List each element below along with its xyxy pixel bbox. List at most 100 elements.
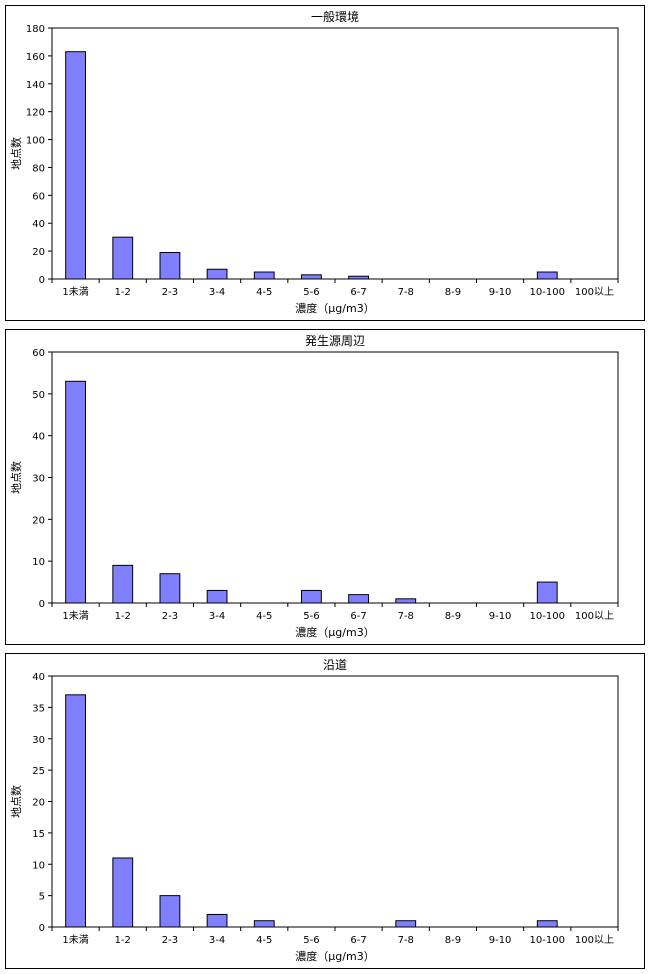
plot-area: [51, 27, 619, 280]
y-axis-label: 地点数: [10, 137, 23, 170]
x-tick-label: 7-8: [398, 611, 414, 622]
y-axis-label: 地点数: [10, 461, 23, 494]
x-tick-label: 9-10: [489, 935, 512, 946]
y-tick-label: 160: [26, 52, 45, 63]
chart-roadside: 沿道 0 5 10 15 20 25 30 35 40 1未満 1-2 2-3 3-4 4-5 5-6 6-7 7…: [10, 658, 619, 963]
chart-title: 発生源周辺: [305, 334, 365, 348]
y-tick-label: 60: [32, 348, 45, 359]
y-tick-label: 0: [39, 599, 45, 610]
x-tick-label: 2-3: [162, 935, 178, 946]
bar-7-8: [395, 920, 417, 928]
x-tick-label: 100以上: [575, 610, 614, 622]
bar-3-4: [206, 913, 228, 928]
x-tick-label: 2-3: [162, 611, 178, 622]
bar-6-7: [348, 594, 369, 604]
x-tick-label: 7-8: [398, 287, 414, 298]
bar-3-4: [206, 268, 228, 280]
y-axis-label: 地点数: [10, 785, 23, 818]
y-tick-label: 10: [32, 557, 45, 568]
bar-2-3: [159, 573, 181, 604]
bar-2-3: [159, 895, 181, 928]
chart-panel-emission-source-vicinity: 発生源周辺 0 10 20 30 40 50 60 1未満 1-2 2-3 3-4 4-5 5-6 6-7 7…: [5, 329, 645, 645]
x-tick-label: 100以上: [575, 286, 614, 298]
x-tick-label: 8-9: [445, 287, 461, 298]
y-tick-label: 40: [32, 432, 45, 443]
y-tick-label: 140: [26, 80, 45, 91]
chart-title: 一般環境: [311, 9, 359, 24]
bar-10-100: [536, 581, 558, 604]
x-tick-label: 10-100: [530, 611, 565, 622]
x-tick-label: 9-10: [489, 287, 512, 298]
y-tick-label: 25: [32, 766, 45, 777]
x-tick-label: 1-2: [115, 611, 131, 622]
y-tick-label: 30: [32, 735, 45, 746]
x-tick-label: 3-4: [209, 611, 225, 622]
bar-1-2: [112, 857, 134, 928]
x-tick-label: 3-4: [209, 287, 225, 298]
y-tick-label: 180: [26, 24, 45, 35]
x-tick-label: 10-100: [530, 287, 565, 298]
bar-5-6: [301, 589, 322, 604]
x-tick-label: 4-5: [256, 287, 272, 298]
chart-panel-general-environment: 一般環境 0 20 40 60 80 100 120 140 160 180 1未満 1-2 2-3 3-4…: [5, 5, 645, 321]
chart-general-environment: 一般環境 0 20 40 60 80 100 120 140 160 180 1未満 1-2 2-3 3-4…: [10, 9, 619, 315]
bar-1-2: [112, 236, 134, 280]
y-tick-label: 0: [39, 923, 45, 934]
bar-2-3: [159, 252, 181, 280]
y-tick-label: 5: [39, 892, 45, 903]
y-tick-label: 20: [32, 798, 45, 809]
y-tick-label: 20: [32, 515, 45, 526]
bar-5-6: [301, 274, 322, 280]
bar-10-100: [536, 920, 558, 928]
y-tick-label: 120: [26, 108, 45, 119]
x-tick-label: 2-3: [162, 287, 178, 298]
y-tick-label: 10: [32, 860, 45, 871]
bar-1未満: [65, 380, 86, 604]
bar-4-5: [253, 920, 275, 928]
chart-emission-source-vicinity: 発生源周辺 0 10 20 30 40 50 60 1未満 1-2 2-3 3-4 4-5 5-6 6-7 7…: [10, 334, 619, 639]
x-tick-label: 1未満: [62, 286, 88, 298]
bar-3-4: [206, 589, 228, 604]
x-tick-label: 4-5: [256, 611, 272, 622]
x-tick-label: 5-6: [303, 611, 319, 622]
x-tick-label: 5-6: [303, 935, 319, 946]
bar-6-7: [348, 275, 369, 280]
plot-area: [51, 351, 619, 604]
y-tick-label: 0: [39, 275, 45, 286]
x-tick-label: 1未満: [62, 610, 88, 622]
y-tick-label: 40: [32, 672, 45, 683]
bar-4-5: [253, 271, 275, 280]
x-axis-label: 濃度（μg/m3）: [295, 301, 374, 315]
y-tick-label: 35: [32, 703, 45, 714]
y-tick-label: 30: [32, 474, 45, 485]
bar-1未満: [65, 694, 86, 928]
x-tick-label: 5-6: [303, 287, 319, 298]
chart-panel-roadside: 沿道 0 5 10 15 20 25 30 35 40 1未満 1-2 2-3 3-4 4-5 5-6 6-7 7…: [5, 653, 645, 969]
x-tick-label: 6-7: [350, 611, 366, 622]
x-tick-label: 100以上: [575, 934, 614, 946]
bar-1-2: [112, 564, 134, 604]
y-tick-label: 15: [32, 829, 45, 840]
x-tick-label: 1-2: [115, 287, 131, 298]
y-tick-label: 20: [32, 247, 45, 258]
x-tick-label: 6-7: [350, 935, 366, 946]
y-tick-label: 50: [32, 390, 45, 401]
x-tick-label: 1-2: [115, 935, 131, 946]
x-tick-label: 10-100: [530, 935, 565, 946]
bar-1未満: [65, 51, 86, 280]
y-tick-label: 40: [32, 219, 45, 230]
y-tick-label: 100: [26, 136, 45, 147]
x-tick-label: 8-9: [445, 611, 461, 622]
x-tick-label: 4-5: [256, 935, 272, 946]
x-tick-label: 7-8: [398, 935, 414, 946]
y-tick-label: 80: [32, 163, 45, 174]
bar-10-100: [536, 271, 558, 280]
x-tick-label: 8-9: [445, 935, 461, 946]
y-tick-label: 60: [32, 191, 45, 202]
x-tick-label: 9-10: [489, 611, 512, 622]
bar-7-8: [395, 598, 417, 604]
x-axis-label: 濃度（μg/m3）: [295, 949, 374, 963]
x-tick-label: 3-4: [209, 935, 225, 946]
x-tick-label: 1未満: [62, 934, 88, 946]
x-axis-label: 濃度（μg/m3）: [295, 625, 374, 639]
